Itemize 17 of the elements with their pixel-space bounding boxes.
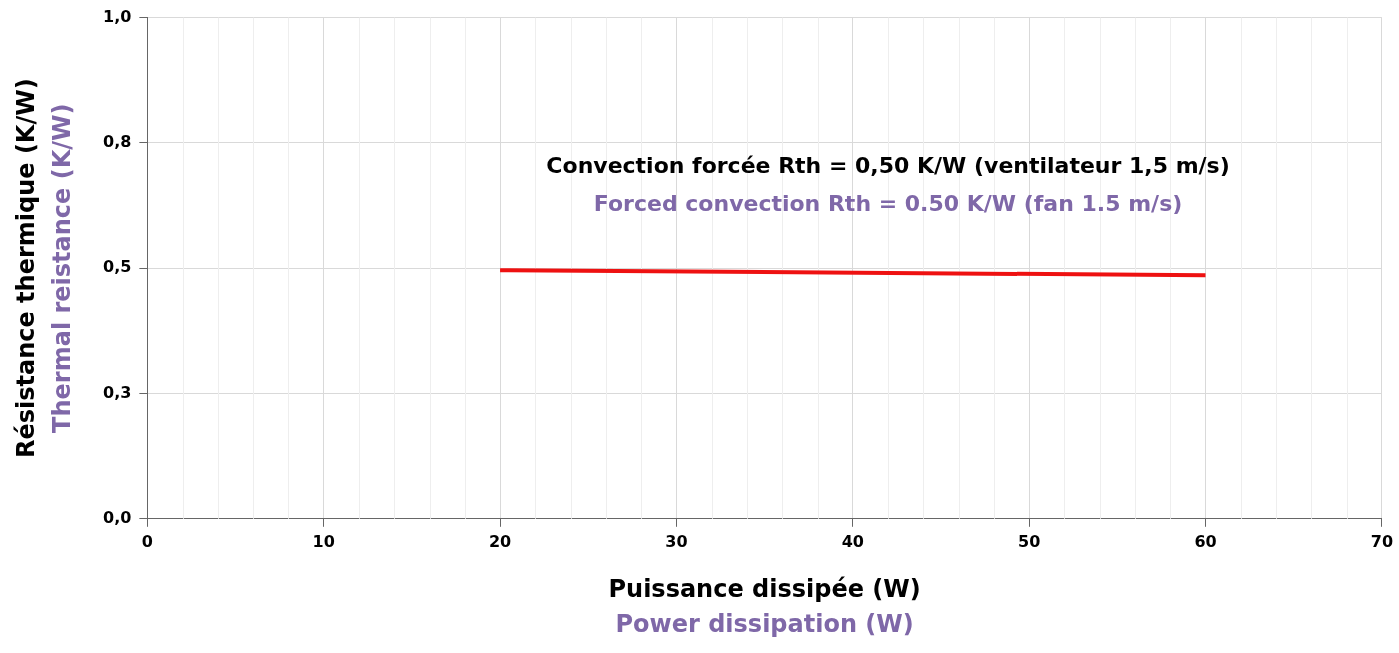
annotation: Forced convection Rth = 0.50 K/W (fan 1.5 m/s) (593, 191, 1183, 217)
x-tick-label: 10 (312, 531, 335, 551)
x-tick-label: 0 (141, 531, 153, 551)
x-tick-label: 40 (841, 531, 864, 551)
y-tick-label: 0,5 (103, 257, 132, 277)
y-axis-title: Résistance thermique (K/W) Thermal reistance (K/W) (12, 78, 77, 459)
x-tick-label: 30 (665, 531, 688, 551)
y-tick-label: 0,8 (103, 132, 132, 152)
x-tick-label: 20 (488, 531, 512, 551)
x-tick-label: 60 (1194, 531, 1217, 551)
y-tick-label: 0,0 (103, 507, 132, 527)
y-tick-label: 0,3 (103, 382, 132, 402)
x-tick-label: 70 (1370, 531, 1393, 551)
y-tick-label: 1,0 (103, 6, 132, 26)
x-tick-label: 50 (1018, 531, 1041, 551)
annotation: Convection forcée Rth = 0,50 K/W (ventilateur 1,5 m/s) (546, 153, 1230, 179)
x-axis-title: Puissance dissipée (W) Power dissipation (W) (608, 575, 921, 639)
